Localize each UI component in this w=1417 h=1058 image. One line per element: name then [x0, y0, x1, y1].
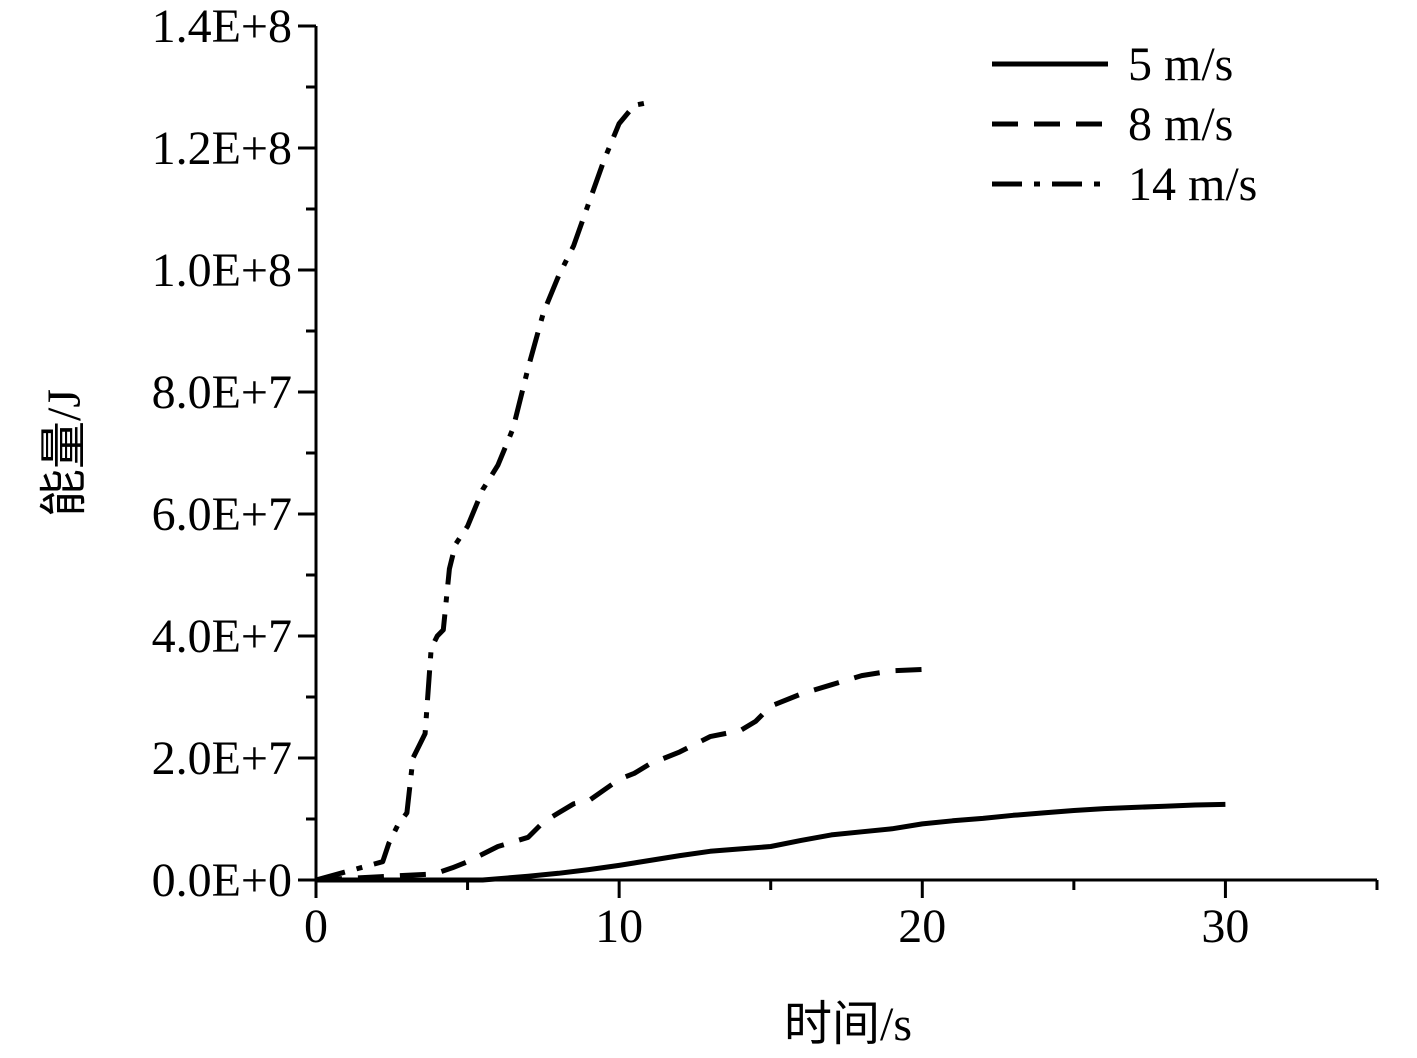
- x-tick-label: 10: [595, 900, 643, 953]
- series-line-2: [315, 667, 923, 883]
- legend-label-2: 8 m/s: [1128, 98, 1233, 151]
- y-tick-label: 4.0E+7: [152, 610, 292, 663]
- y-axis-title: 能量/J: [38, 389, 91, 517]
- y-tick-label: 0.0E+0: [152, 854, 292, 907]
- axes: 0.0E+0 2.0E+7 4.0E+7 6.0E+7 8.0E+7 1.0E+8 1.2E…: [152, 0, 1379, 953]
- x-axis-title: 时间/s: [784, 998, 912, 1051]
- legend-label-3: 14 m/s: [1128, 158, 1257, 211]
- legend-label-1: 5 m/s: [1128, 38, 1233, 91]
- x-tick-label: 20: [898, 900, 946, 953]
- y-tick-label: 1.2E+8: [152, 122, 292, 175]
- y-tick-label: 1.4E+8: [152, 0, 292, 53]
- series-line-1: [316, 801, 1226, 883]
- series-layer: [315, 99, 1226, 883]
- series-line-3: [315, 99, 650, 883]
- x-tick-label: 0: [304, 900, 328, 953]
- legend: 5 m/s 8 m/s 14 m/s: [992, 38, 1257, 211]
- x-tick-label: 30: [1201, 900, 1249, 953]
- y-tick-label: 2.0E+7: [152, 732, 292, 785]
- y-tick-label: 8.0E+7: [152, 366, 292, 419]
- y-tick-label: 6.0E+7: [152, 488, 292, 541]
- y-tick-label: 1.0E+8: [152, 244, 292, 297]
